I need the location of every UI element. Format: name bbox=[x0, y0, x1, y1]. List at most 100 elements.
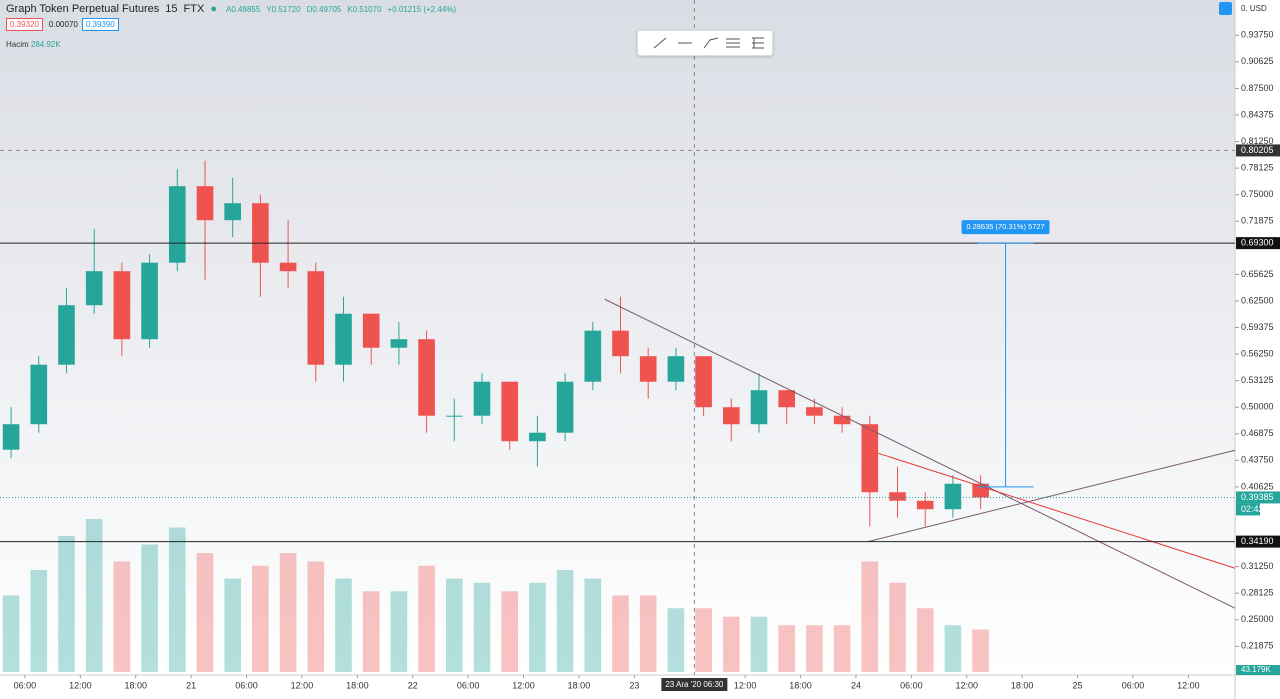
y-tick-label: 0.46875 bbox=[1241, 428, 1274, 438]
y-tick-label: 0.40625 bbox=[1241, 481, 1274, 491]
crosshair-y-label-bg bbox=[1236, 144, 1280, 157]
candle-body bbox=[30, 364, 48, 425]
volume-bar bbox=[390, 591, 408, 672]
volume-bar bbox=[556, 570, 574, 672]
y-tick-label: 0.75000 bbox=[1241, 189, 1274, 199]
last-volume-bg bbox=[1236, 665, 1280, 675]
volume-bar bbox=[335, 578, 352, 672]
status-dot: ● bbox=[210, 3, 217, 15]
volume-bar bbox=[362, 591, 380, 672]
x-tick-label: 24 bbox=[851, 680, 861, 690]
candle-body bbox=[750, 390, 768, 425]
volume-bar bbox=[889, 582, 906, 672]
open: A0.49855 bbox=[226, 5, 261, 14]
y-tick-label: 0.90625 bbox=[1241, 56, 1274, 66]
candle-body bbox=[113, 271, 131, 340]
candle-body bbox=[141, 262, 158, 340]
measure-label-bg bbox=[961, 220, 1050, 235]
trend-line bbox=[867, 449, 1236, 543]
x-tick-label: 06:00 bbox=[457, 680, 480, 690]
candle-body bbox=[916, 500, 934, 510]
volume-bar bbox=[695, 608, 712, 672]
candle-body bbox=[252, 203, 269, 263]
horizontal-line-label: 0.34190 bbox=[1241, 536, 1274, 546]
y-tick-label: 0.28125 bbox=[1241, 588, 1274, 598]
volume-label: Hacim bbox=[6, 40, 29, 49]
measure-label: 0.28635 (70.31%) 5727 bbox=[966, 222, 1044, 231]
volume-bar bbox=[639, 595, 657, 672]
y-tick-label: 0.25000 bbox=[1241, 614, 1274, 624]
x-tick-label: 12:00 bbox=[512, 680, 535, 690]
last-price-label: 0.39385 bbox=[1241, 492, 1274, 502]
last-volume-label: 43.179K bbox=[1241, 665, 1271, 674]
candle-body bbox=[335, 313, 352, 365]
x-tick-label: 06:00 bbox=[14, 680, 37, 690]
volume-bar bbox=[778, 625, 796, 672]
y-tick-label: 0.21875 bbox=[1241, 641, 1274, 651]
candle-body bbox=[279, 262, 297, 272]
horizontal-line-label: 0.69300 bbox=[1241, 238, 1274, 248]
header: Graph Token Perpetual Futures 15 FTX ● A0.4… bbox=[6, 3, 462, 31]
volume-bar bbox=[141, 544, 158, 672]
x-tick-label: 12:00 bbox=[291, 680, 314, 690]
x-tick-label: 25 bbox=[1073, 680, 1083, 690]
x-tick-label: 22 bbox=[408, 680, 418, 690]
drawing-toolbar[interactable] bbox=[637, 30, 773, 56]
bid[interactable]: 0.39320 bbox=[6, 18, 43, 31]
volume-bar bbox=[861, 561, 879, 672]
toolbar-icons bbox=[653, 37, 764, 49]
volume-bar bbox=[2, 595, 20, 672]
candle-body bbox=[584, 330, 602, 382]
y-tick-label: 0.81250 bbox=[1241, 136, 1274, 146]
exchange: FTX bbox=[183, 3, 205, 15]
volume-bar bbox=[30, 570, 48, 672]
currency: 0. USD bbox=[1241, 4, 1267, 13]
candle-body bbox=[501, 381, 519, 442]
candle-body bbox=[529, 432, 546, 442]
x-tick-label: 06:00 bbox=[1122, 680, 1145, 690]
y-tick-label: 0.62500 bbox=[1241, 295, 1274, 305]
candle-body bbox=[695, 356, 712, 408]
ask[interactable]: 0.39390 bbox=[81, 18, 119, 31]
volume-bar bbox=[307, 561, 325, 672]
candle-body bbox=[612, 330, 629, 357]
candle-body bbox=[833, 415, 851, 425]
candle-body bbox=[944, 483, 962, 510]
horizontal-line-label-bg bbox=[1236, 535, 1280, 548]
candle-body bbox=[168, 186, 186, 263]
volume-bar bbox=[722, 616, 740, 672]
volume-bar bbox=[806, 625, 823, 672]
y-tick-label: 0.56250 bbox=[1241, 348, 1274, 358]
x-tick-label: 21 bbox=[186, 680, 196, 690]
y-tick-label: 0.87500 bbox=[1241, 83, 1274, 93]
candle-body bbox=[418, 339, 435, 416]
candle-body bbox=[778, 390, 796, 408]
currency-icon[interactable] bbox=[1219, 2, 1232, 15]
price-axis bbox=[1235, 0, 1280, 699]
volume-bar bbox=[667, 608, 685, 672]
volume-bar bbox=[833, 625, 851, 672]
candle-body bbox=[307, 271, 325, 365]
x-tick-label: 12:00 bbox=[734, 680, 757, 690]
candle-body bbox=[85, 271, 103, 306]
candle-body bbox=[58, 305, 75, 365]
y-tick-label: 0.71875 bbox=[1241, 216, 1274, 226]
last-price-label-bg bbox=[1236, 491, 1280, 504]
x-tick-label: 18:00 bbox=[568, 680, 591, 690]
volume-bar bbox=[972, 629, 989, 672]
volume-bar bbox=[473, 582, 491, 672]
x-tick-label: 18:00 bbox=[124, 680, 147, 690]
volume-bar bbox=[584, 578, 602, 672]
trend-line bbox=[604, 298, 1236, 609]
y-tick-label: 0.50000 bbox=[1241, 402, 1274, 412]
candle-body bbox=[2, 424, 20, 450]
volume-bar bbox=[224, 578, 241, 672]
countdown: 02:42 bbox=[1241, 504, 1264, 514]
candle-body bbox=[445, 415, 463, 417]
change: +0.01215 (+2.44%) bbox=[387, 5, 457, 14]
x-tick-label: 12:00 bbox=[1177, 680, 1200, 690]
candle-body bbox=[196, 186, 214, 221]
